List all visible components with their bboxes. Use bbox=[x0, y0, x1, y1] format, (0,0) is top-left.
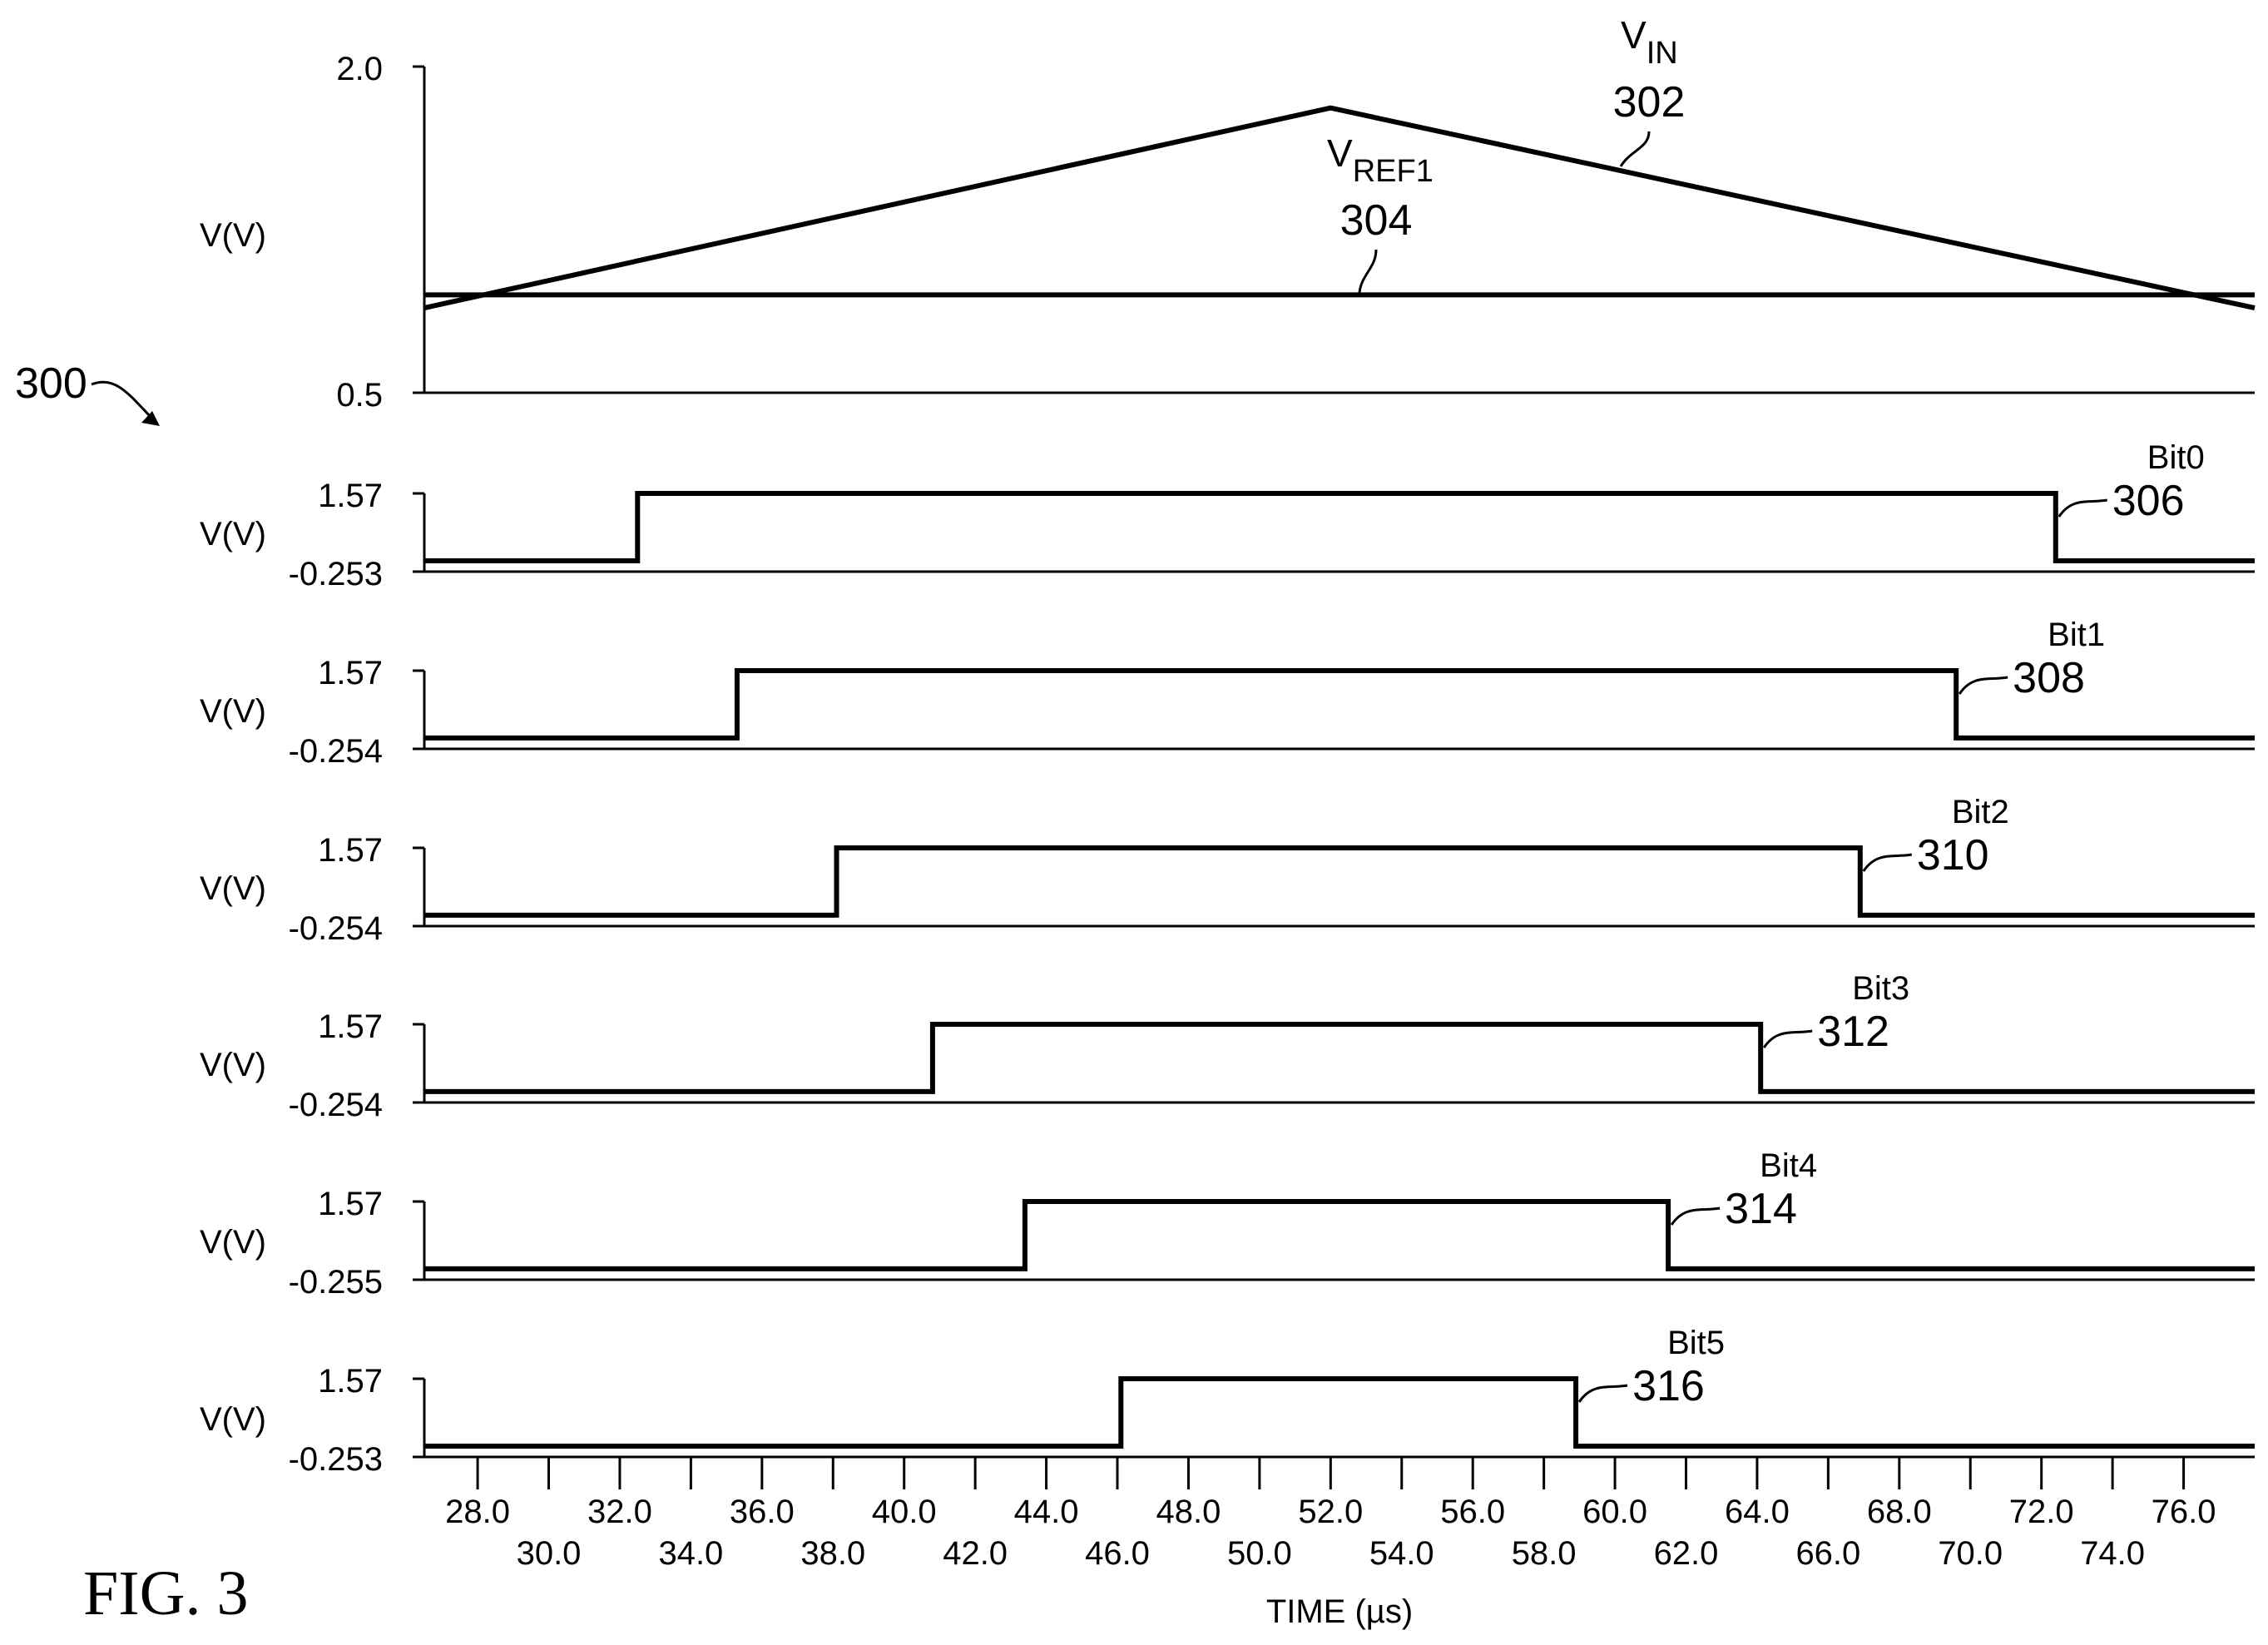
y-tick-label-bottom: -0.255 bbox=[289, 1264, 383, 1301]
x-tick-label-lower: 30.0 bbox=[517, 1535, 582, 1572]
vref1-label-sub: REF1 bbox=[1353, 154, 1434, 189]
x-tick-label-lower: 74.0 bbox=[2080, 1535, 2145, 1572]
bit5-leader-line bbox=[1577, 1384, 1628, 1403]
x-tick-label-upper: 28.0 bbox=[445, 1494, 510, 1530]
y-tick-label-top: 1.57 bbox=[318, 1186, 383, 1222]
bit3-trace bbox=[424, 1022, 2255, 1094]
vref1-leader-line bbox=[1358, 249, 1378, 294]
vref1-label-main: V bbox=[1327, 131, 1353, 175]
x-tick-label-lower: 70.0 bbox=[1938, 1535, 2003, 1572]
y-tick-label-bottom: -0.254 bbox=[289, 733, 383, 770]
x-tick-label-lower: 66.0 bbox=[1795, 1535, 1860, 1572]
y-tick-label-bottom: -0.253 bbox=[289, 556, 383, 592]
bit2-label: Bit2 bbox=[1952, 794, 2009, 830]
y-axis-label: V(V) bbox=[200, 1047, 266, 1083]
time-axis: 28.0 32.0 36.0 40.0 44.0 48.0 52.0 56.0 60.0 64.0… bbox=[445, 1457, 2216, 1630]
x-tick-label-upper: 52.0 bbox=[1298, 1494, 1363, 1530]
x-tick-label-upper: 40.0 bbox=[872, 1494, 937, 1530]
bit1-trace bbox=[424, 668, 2255, 741]
y-axis-label: V(V) bbox=[200, 693, 266, 730]
vin-trace bbox=[423, 105, 2256, 311]
vref1-ref-number: 304 bbox=[1340, 196, 1413, 245]
x-tick-label-upper: 56.0 bbox=[1440, 1494, 1505, 1530]
figure-ref-arrow bbox=[91, 380, 156, 422]
bit2-ref-number: 310 bbox=[1917, 831, 1989, 879]
x-tick-label-lower: 42.0 bbox=[943, 1535, 1008, 1572]
x-tick-label-lower: 50.0 bbox=[1227, 1535, 1292, 1572]
y-tick-label-top: 1.57 bbox=[318, 832, 383, 869]
vin-label-main: V bbox=[1621, 13, 1647, 57]
bit0-ref-number: 306 bbox=[2112, 477, 2185, 525]
x-tick-label-lower: 34.0 bbox=[658, 1535, 723, 1572]
bit3-leader-line bbox=[1762, 1029, 1813, 1048]
bit5-label: Bit5 bbox=[1667, 1325, 1725, 1361]
bit0-label: Bit0 bbox=[2147, 439, 2205, 476]
y-axis-label: V(V) bbox=[200, 1401, 266, 1438]
x-tick-label-lower: 62.0 bbox=[1654, 1535, 1719, 1572]
y-axis-label: V(V) bbox=[200, 217, 266, 254]
bit0-leader-line bbox=[2058, 498, 2108, 518]
bit4-label: Bit4 bbox=[1760, 1147, 1817, 1184]
x-axis-label: TIME (µs) bbox=[1266, 1593, 1413, 1630]
y-axis-label: V(V) bbox=[200, 1224, 266, 1261]
bit5-trace bbox=[424, 1376, 2255, 1449]
x-tick-label-upper: 32.0 bbox=[587, 1494, 652, 1530]
vin-leader-line bbox=[1619, 131, 1651, 167]
bit5-ref-number: 316 bbox=[1632, 1362, 1705, 1410]
x-tick-label-upper: 60.0 bbox=[1582, 1494, 1647, 1530]
x-tick-label-lower: 54.0 bbox=[1369, 1535, 1434, 1572]
x-tick-label-upper: 48.0 bbox=[1156, 1494, 1221, 1530]
y-tick-label-bottom: -0.254 bbox=[289, 910, 383, 947]
y-tick-label-bottom: 0.5 bbox=[336, 377, 383, 414]
x-tick-label-upper: 64.0 bbox=[1725, 1494, 1790, 1530]
bit4-leader-line bbox=[1670, 1206, 1721, 1226]
x-tick-label-lower: 58.0 bbox=[1512, 1535, 1577, 1572]
bit2-leader-line bbox=[1862, 853, 1913, 872]
x-tick-label-upper: 68.0 bbox=[1867, 1494, 1932, 1530]
bit1-ref-number: 308 bbox=[2013, 654, 2085, 702]
bit3-ref-number: 312 bbox=[1817, 1008, 1889, 1056]
bit4-ref-number: 314 bbox=[1725, 1185, 1797, 1233]
y-axis-label: V(V) bbox=[200, 870, 266, 907]
y-tick-label-top: 1.57 bbox=[318, 655, 383, 691]
figure-ref-number: 300 bbox=[15, 359, 87, 408]
bit2-trace bbox=[424, 845, 2255, 918]
vin-label-sub: IN bbox=[1647, 36, 1678, 71]
y-tick-label-top: 2.0 bbox=[336, 51, 383, 87]
x-tick-label-upper: 76.0 bbox=[2152, 1494, 2216, 1530]
bit4-trace bbox=[424, 1199, 2255, 1271]
y-tick-label-top: 1.57 bbox=[318, 1008, 383, 1045]
x-tick-label-upper: 36.0 bbox=[730, 1494, 795, 1530]
bit1-label: Bit1 bbox=[2048, 617, 2105, 653]
x-tick-label-lower: 46.0 bbox=[1085, 1535, 1150, 1572]
figure-ref-arrowhead bbox=[141, 411, 160, 426]
x-tick-label-upper: 72.0 bbox=[2009, 1494, 2074, 1530]
bit3-label: Bit3 bbox=[1852, 970, 1909, 1007]
y-tick-label-top: 1.57 bbox=[318, 1363, 383, 1400]
vin-label: VIN bbox=[1621, 13, 1678, 71]
y-axis-label: V(V) bbox=[200, 516, 266, 552]
y-tick-label-bottom: -0.254 bbox=[289, 1087, 383, 1123]
y-tick-label-top: 1.57 bbox=[318, 478, 383, 514]
y-tick-label-bottom: -0.253 bbox=[289, 1441, 383, 1478]
waveform-panels: 2.00.5V(V)VIN302VREF13041.57-0.253V(V)Bi… bbox=[200, 13, 2256, 1478]
figure-label: FIG. 3 bbox=[83, 1558, 248, 1628]
vin-ref-number: 302 bbox=[1613, 78, 1686, 126]
bit0-trace bbox=[424, 491, 2255, 563]
x-tick-label-upper: 44.0 bbox=[1014, 1494, 1079, 1530]
vref1-label: VREF1 bbox=[1327, 131, 1434, 189]
x-tick-label-lower: 38.0 bbox=[800, 1535, 865, 1572]
bit1-leader-line bbox=[1958, 676, 2008, 695]
